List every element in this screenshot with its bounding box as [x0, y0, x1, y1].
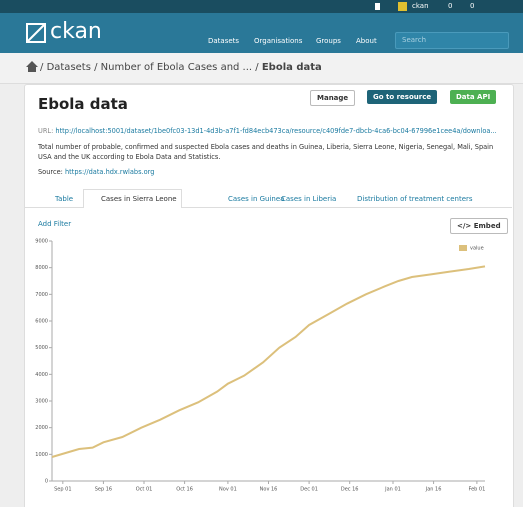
nav-link[interactable]: Organisations [254, 37, 303, 45]
source-label: Source: [38, 168, 63, 176]
y-tick-label: 3000 [35, 399, 48, 405]
embed-label: Embed [473, 222, 501, 230]
active-tab-box [83, 189, 182, 208]
source-row: Source: https://data.hdx.rwlabs.org [38, 168, 154, 176]
url-link[interactable]: http://localhost:5001/dataset/1be0fc03-1… [55, 127, 497, 135]
y-tick-label: 9000 [35, 239, 48, 245]
add-filter[interactable]: Add Filter [38, 220, 72, 228]
breadcrumb-link[interactable]: Number of Ebola Cases and ... [100, 62, 253, 73]
logo[interactable]: ckan [50, 19, 102, 44]
x-tick-label: Feb 01 [468, 487, 485, 493]
breadcrumb-link[interactable]: Datasets [46, 62, 91, 73]
breadcrumb-trail: / Datasets / Number of Ebola Cases and .… [40, 62, 322, 73]
tab[interactable]: Table [55, 195, 74, 203]
y-tick-label: 5000 [35, 345, 48, 351]
search-placeholder: Search [402, 36, 427, 44]
home-icon[interactable] [26, 61, 38, 72]
x-tick-label: Oct 01 [136, 487, 153, 493]
user-name[interactable]: ckan [412, 2, 429, 10]
series-line [51, 265, 486, 458]
legend-swatch [459, 245, 467, 251]
header: ckan Datasets Organisations Groups About… [0, 13, 523, 53]
x-tick-label: Jan 16 [425, 487, 442, 493]
y-tick-label: 0 [45, 479, 48, 485]
url-label: URL: [38, 127, 54, 135]
chart: 0 1000 2000 3000 4000 5000 6000 7000 8000 9000 Sep… [35, 239, 486, 493]
x-tick-label: Nov 16 [260, 487, 278, 493]
breadcrumb-current: Ebola data [261, 62, 322, 73]
nav-link[interactable]: Datasets [208, 37, 240, 45]
y-tick-label: 4000 [35, 372, 48, 378]
tab-rule [25, 207, 512, 208]
logo-icon [26, 23, 46, 43]
activity-count[interactable]: 0 [470, 2, 475, 10]
breadcrumb: / Datasets / Number of Ebola Cases and .… [0, 53, 523, 84]
y-tick-label: 7000 [35, 292, 48, 298]
go-to-resource-button[interactable]: Go to resource [367, 90, 438, 104]
tab[interactable]: Distribution of treatment centers [357, 195, 473, 203]
tab-active[interactable]: Cases in Sierra Leone [101, 195, 177, 203]
y-tick-label: 6000 [35, 319, 48, 325]
tab[interactable]: Cases in Guinea [228, 195, 285, 203]
description: Total number of probable, confirmed and … [38, 143, 494, 161]
x-tick-label: Dec 01 [300, 487, 318, 493]
source-link[interactable]: https://data.hdx.rwlabs.org [64, 168, 155, 176]
x-tick-label: Sep 16 [95, 487, 112, 493]
manage-button[interactable]: Manage [310, 90, 356, 106]
resource-panel [24, 84, 514, 507]
x-tick-label: Oct 16 [176, 487, 193, 493]
data-api-button[interactable]: Data API [450, 90, 497, 104]
y-tick-label: 8000 [35, 265, 48, 271]
legend-label: value [470, 246, 484, 252]
x-tick-label: Sep 01 [54, 487, 71, 493]
x-tick-label: Jan 01 [384, 487, 401, 493]
x-tick-label: Nov 01 [219, 487, 237, 493]
follower-count[interactable]: 0 [448, 2, 453, 10]
url-row: URL: http://localhost:5001/dataset/1be0f… [38, 127, 497, 135]
y-tick-label: 2000 [35, 425, 48, 431]
nav-link[interactable]: Groups [316, 37, 341, 45]
icon [375, 3, 380, 10]
nav-link[interactable]: About [356, 37, 377, 45]
top-bar: ckan 0 0 [0, 0, 523, 13]
x-tick-label: Dec 16 [341, 487, 359, 493]
resource-title: Ebola data [38, 95, 128, 113]
search-box[interactable]: Search [395, 32, 509, 49]
y-tick-label: 1000 [35, 452, 48, 458]
embed-button[interactable]: </> Embed [450, 218, 508, 234]
tab[interactable]: Cases in Liberia [281, 195, 337, 203]
avatar[interactable] [398, 2, 407, 11]
